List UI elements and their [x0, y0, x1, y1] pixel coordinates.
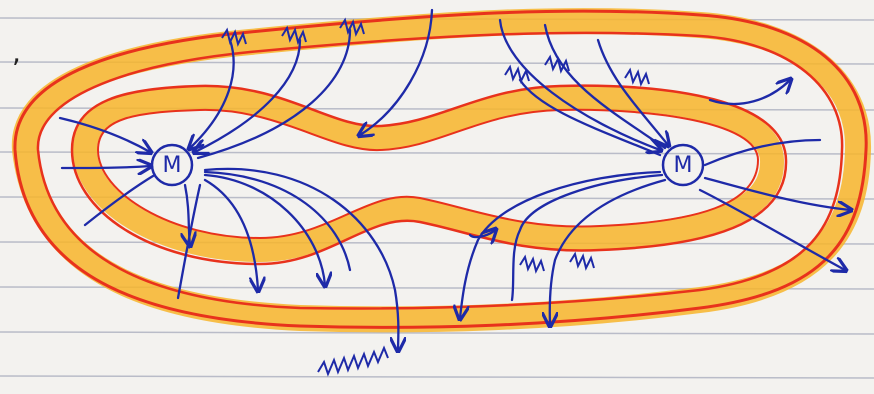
sketch: , M M: [0, 0, 874, 394]
node-label: M: [674, 153, 693, 178]
comma-mark: ,: [12, 36, 21, 69]
node-label: M: [163, 153, 182, 178]
page: {"nodes": [{"label": "M"}, {"label": "M"…: [0, 0, 874, 394]
